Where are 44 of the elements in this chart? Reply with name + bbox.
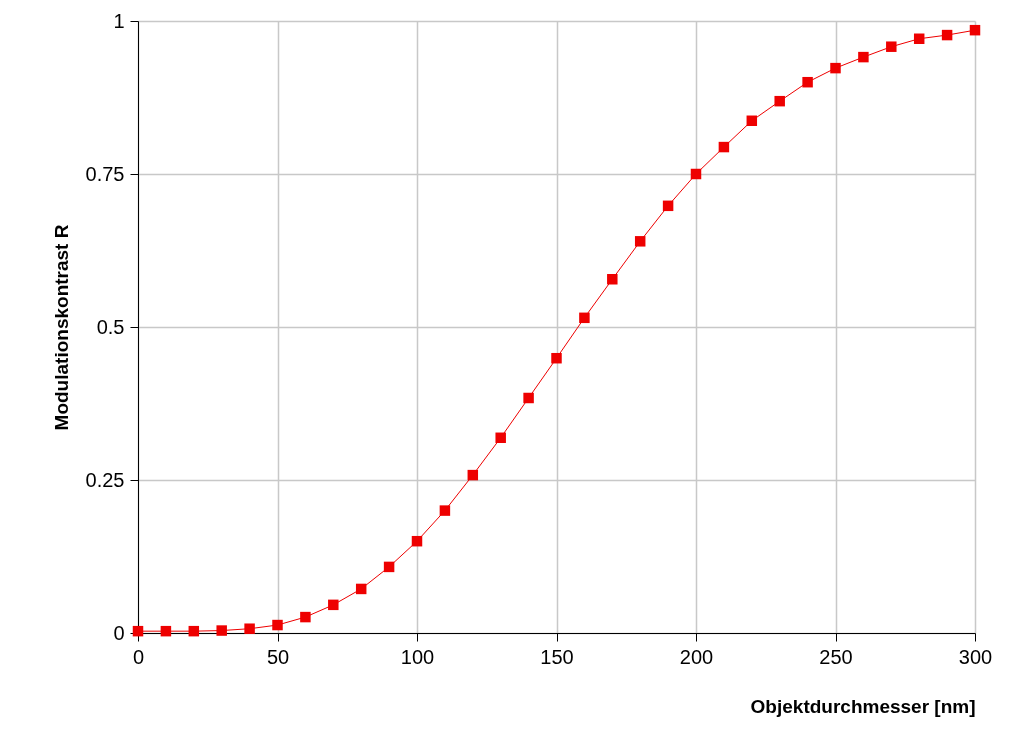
point <box>830 62 841 74</box>
point <box>216 625 227 636</box>
point <box>858 51 869 63</box>
point <box>467 469 479 481</box>
point <box>886 41 897 52</box>
point <box>913 33 925 44</box>
point <box>634 236 646 247</box>
point <box>160 625 172 637</box>
point <box>690 168 702 180</box>
x-tick-label: 0 <box>132 645 145 668</box>
y-tick-label: 0.75 <box>85 162 125 185</box>
point <box>495 432 506 444</box>
point <box>383 561 395 573</box>
point <box>662 200 674 212</box>
point <box>244 623 255 634</box>
point <box>969 24 981 36</box>
point <box>300 611 311 623</box>
x-tick-label: 300 <box>958 645 993 668</box>
y-tick-label: 1 <box>113 9 125 32</box>
point <box>774 95 785 107</box>
point <box>718 141 730 153</box>
x-tick-label: 200 <box>679 645 714 668</box>
x-tick-label: 100 <box>400 645 435 668</box>
x-tick-label: 250 <box>819 645 853 668</box>
point <box>746 115 758 126</box>
point <box>579 312 590 324</box>
point <box>328 599 339 611</box>
y-tick-label: 0.25 <box>85 468 125 491</box>
point <box>411 535 423 547</box>
x-axis-title: Objektdurchmesser [nm] <box>750 695 976 717</box>
y-tick-label: 0.5 <box>96 315 125 338</box>
y-tick-label: 0 <box>113 621 125 644</box>
point <box>272 619 283 631</box>
point <box>439 505 451 516</box>
point <box>607 274 618 285</box>
point <box>551 352 562 364</box>
point <box>523 392 534 404</box>
point <box>941 29 953 41</box>
y-axis-title: Modulationskontrast R <box>50 224 72 431</box>
point <box>355 583 367 595</box>
x-tick-label: 50 <box>266 645 290 668</box>
point <box>802 76 813 88</box>
x-tick-label: 150 <box>540 645 574 668</box>
point <box>188 625 200 637</box>
